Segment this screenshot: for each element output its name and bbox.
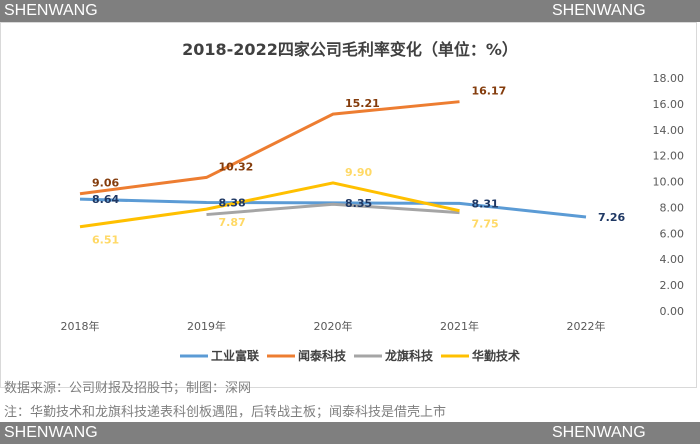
y-tick-label: 14.00 [653,124,685,137]
x-tick-label: 2018年 [61,319,100,333]
data-label: 8.38 [219,197,246,210]
y-tick-label: 10.00 [653,176,685,189]
data-label: 8.35 [345,197,372,210]
data-label: 7.26 [598,211,625,224]
legend-label: 龙旗科技 [385,348,434,363]
y-tick-label: 2.00 [660,279,685,292]
x-tick-label: 2022年 [567,319,606,333]
data-label: 7.87 [219,216,246,229]
series-line-3 [79,181,460,229]
y-tick-label: 12.00 [653,150,685,163]
data-label: 15.21 [345,97,380,110]
data-label: 9.90 [345,166,372,179]
x-tick-label: 2021年 [440,319,479,333]
legend-label: 闻泰科技 [298,348,347,363]
series-line-0 [79,197,587,219]
series-line-1 [79,100,460,196]
data-label: 16.17 [472,85,507,98]
data-label: 8.64 [92,193,119,206]
top-banner: SHENWANG SHENWANG [0,0,700,22]
legend-label: 工业富联 [211,348,259,363]
y-tick-label: 8.00 [660,201,685,214]
series-line-2 [206,202,460,217]
watermark-left: SHENWANG [4,2,98,19]
y-tick-label: 16.00 [653,98,685,111]
x-tick-label: 2019年 [187,319,226,333]
legend-label: 华勤技术 [472,348,520,363]
bottom-banner: SHENWANG SHENWANG [0,422,700,444]
x-tick-label: 2020年 [314,319,353,333]
y-tick-label: 18.00 [653,72,685,85]
y-tick-label: 0.00 [660,305,685,318]
data-label: 8.31 [472,197,499,210]
watermark-left: SHENWANG [4,424,98,441]
source-note: 数据来源：公司财报及招股书；制图：深网 [4,381,252,396]
y-tick-label: 4.00 [660,253,685,266]
chart-area [0,22,697,388]
data-label: 6.51 [92,234,119,247]
watermark-right: SHENWANG [552,2,646,19]
data-label: 10.32 [219,160,254,173]
y-tick-label: 6.00 [660,227,685,240]
remark-note: 注：华勤技术和龙旗科技递表科创板遇阻，后转战主板；闻泰科技是借壳上市 [4,405,447,420]
chart-title: 2018-2022四家公司毛利率变化（单位：%） [182,40,518,59]
data-label: 7.75 [472,218,499,231]
data-label: 9.06 [92,177,119,190]
watermark-right: SHENWANG [552,424,646,441]
